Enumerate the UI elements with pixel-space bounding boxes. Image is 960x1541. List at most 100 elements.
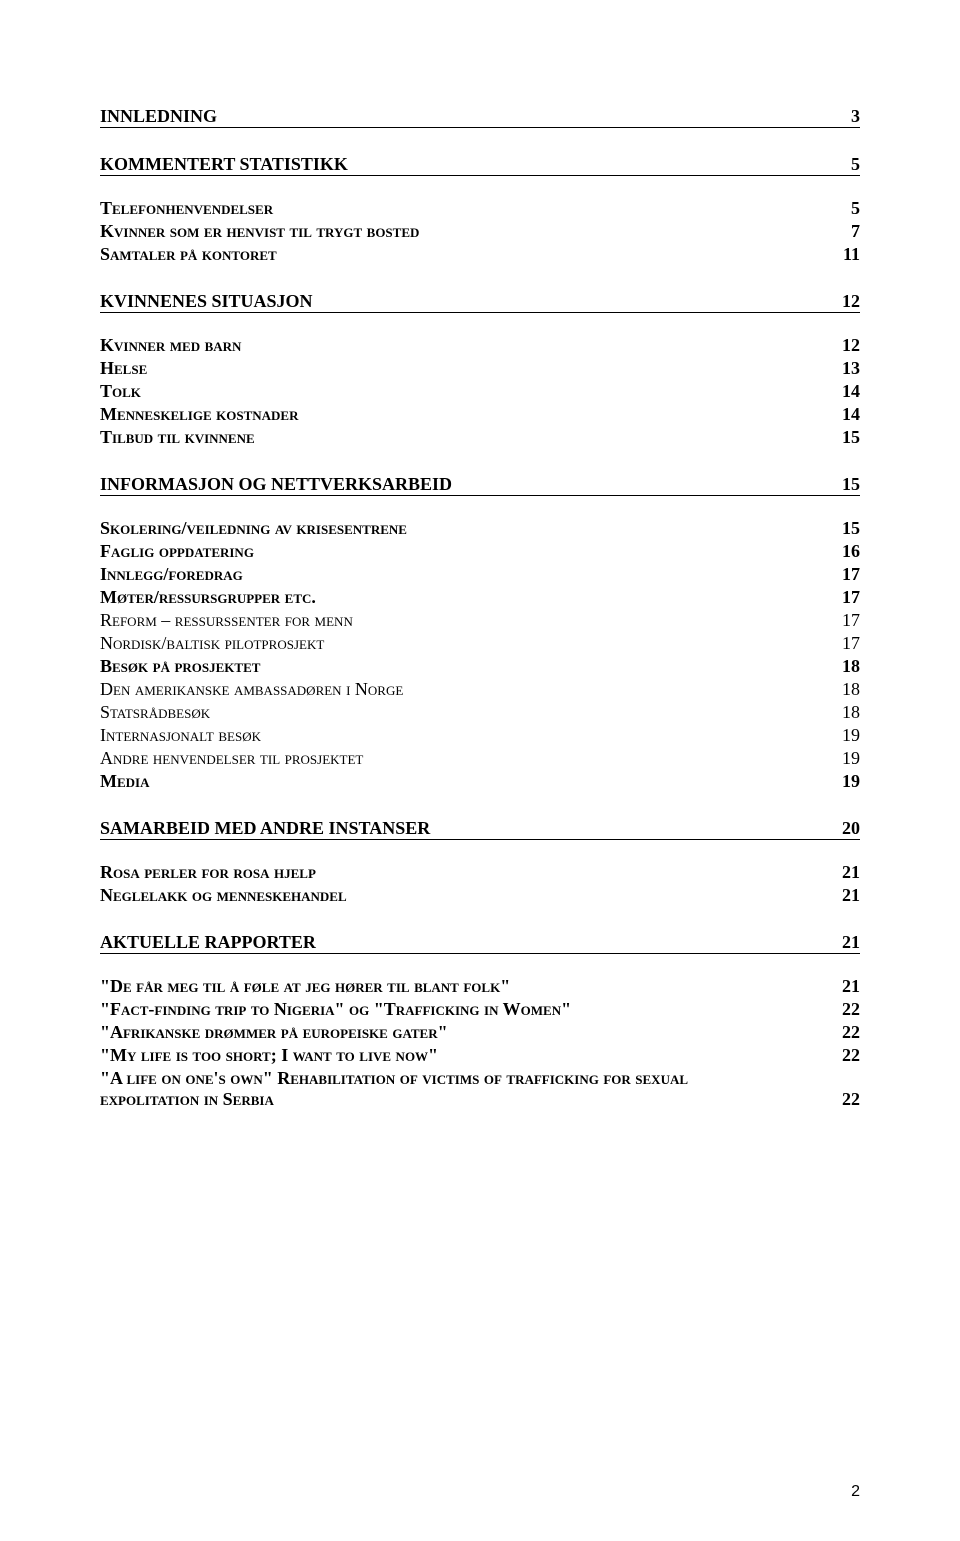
toc-page: 14 — [842, 404, 860, 425]
toc-page: 17 — [842, 633, 860, 654]
toc-kvinnenes: KVINNENES SITUASJON 12 — [100, 291, 860, 313]
toc-kvinner-barn: Kvinner med barn 12 — [100, 335, 860, 356]
toc-page: 5 — [851, 154, 860, 175]
toc-page: 12 — [842, 335, 860, 356]
toc-kvinner-henvist: Kvinner som er henvist til trygt bosted … — [100, 221, 860, 242]
toc-label: Faglig oppdatering — [100, 541, 830, 562]
toc-besok: Besøk på prosjektet 18 — [100, 656, 860, 677]
toc-tolk: Tolk 14 — [100, 381, 860, 402]
toc-page: 17 — [842, 610, 860, 631]
toc-page: 19 — [842, 725, 860, 746]
toc-a-life: "A life on one's own" Rehabilitation of … — [100, 1068, 860, 1110]
toc-andre-henv: Andre henvendelser til prosjektet 19 — [100, 748, 860, 769]
toc-label: "De får meg til å føle at jeg hører til … — [100, 976, 830, 997]
toc-page: 20 — [842, 818, 860, 839]
toc-page: 15 — [842, 518, 860, 539]
toc-page: 18 — [842, 679, 860, 700]
toc-label: Kvinner som er henvist til trygt bosted — [100, 221, 839, 242]
toc-label: KVINNENES SITUASJON — [100, 291, 830, 312]
toc-label: Rosa perler for rosa hjelp — [100, 862, 830, 883]
toc-media: Media 19 — [100, 771, 860, 792]
toc-page: 21 — [842, 932, 860, 953]
toc-page: 3 — [851, 106, 860, 127]
toc-de-far: "De får meg til å føle at jeg hører til … — [100, 976, 860, 997]
toc-reform: Reform – ressurssenter for menn 17 — [100, 610, 860, 631]
toc-page: 15 — [842, 427, 860, 448]
toc-label: AKTUELLE RAPPORTER — [100, 932, 830, 953]
toc-label: Møter/ressursgrupper etc. — [100, 587, 830, 608]
toc-page: 13 — [842, 358, 860, 379]
toc-label: Andre henvendelser til prosjektet — [100, 748, 830, 769]
toc-page: 22 — [842, 1045, 860, 1066]
toc-neglelakk: Neglelakk og menneskehandel 21 — [100, 885, 860, 906]
toc-page: 21 — [842, 862, 860, 883]
toc-label: Telefonhenvendelser — [100, 198, 839, 219]
toc-label: Samtaler på kontoret — [100, 244, 831, 265]
toc-page: 22 — [842, 1089, 860, 1110]
toc-label: Skolering/veiledning av krisesentrene — [100, 518, 830, 539]
toc-page: 22 — [842, 999, 860, 1020]
toc-page: 17 — [842, 564, 860, 585]
toc-my-life: "My life is too short; I want to live no… — [100, 1045, 860, 1066]
toc-aktuelle: AKTUELLE RAPPORTER 21 — [100, 932, 860, 954]
toc-page: 21 — [842, 976, 860, 997]
toc-skolering: Skolering/veiledning av krisesentrene 15 — [100, 518, 860, 539]
toc-label: INFORMASJON OG NETTVERKSARBEID — [100, 474, 830, 495]
toc-tilbud: Tilbud til kvinnene 15 — [100, 427, 860, 448]
toc-moter: Møter/ressursgrupper etc. 17 — [100, 587, 860, 608]
toc-label: Nordisk/baltisk pilotprosjekt — [100, 633, 830, 654]
toc-page: 12 — [842, 291, 860, 312]
toc-page: 18 — [842, 702, 860, 723]
toc-label: Menneskelige kostnader — [100, 404, 830, 425]
toc-label: Media — [100, 771, 830, 792]
toc-page: 19 — [842, 748, 860, 769]
toc-afrikanske: "Afrikanske drømmer på europeiske gater"… — [100, 1022, 860, 1043]
toc-innledning: INNLEDNING 3 — [100, 106, 860, 128]
toc-label: Internasjonalt besøk — [100, 725, 830, 746]
toc-innlegg: Innlegg/foredrag 17 — [100, 564, 860, 585]
page-number: 2 — [851, 1483, 860, 1501]
toc-label: Helse — [100, 358, 830, 379]
toc-page: 14 — [842, 381, 860, 402]
toc-telefon: Telefonhenvendelser 5 — [100, 198, 860, 219]
toc-rosa-perler: Rosa perler for rosa hjelp 21 — [100, 862, 860, 883]
page-container: INNLEDNING 3 KOMMENTERT STATISTIKK 5 Tel… — [0, 0, 960, 1541]
toc-fact-finding: "Fact-finding trip to Nigeria" og "Traff… — [100, 999, 860, 1020]
toc-page: 18 — [842, 656, 860, 677]
toc-label: Tolk — [100, 381, 830, 402]
toc-informasjon: INFORMASJON OG NETTVERKSARBEID 15 — [100, 474, 860, 496]
toc-helse: Helse 13 — [100, 358, 860, 379]
toc-page: 21 — [842, 885, 860, 906]
toc-label: Statsrådbesøk — [100, 702, 830, 723]
toc-label: KOMMENTERT STATISTIKK — [100, 154, 839, 175]
toc-label: "My life is too short; I want to live no… — [100, 1045, 830, 1066]
toc-page: 5 — [851, 198, 860, 219]
toc-label: "Fact-finding trip to Nigeria" og "Traff… — [100, 999, 830, 1020]
toc-label: Besøk på prosjektet — [100, 656, 830, 677]
toc-samarbeid: SAMARBEID MED ANDRE INSTANSER 20 — [100, 818, 860, 840]
toc-kommentert: KOMMENTERT STATISTIKK 5 — [100, 154, 860, 176]
toc-label: INNLEDNING — [100, 106, 839, 127]
toc-label: Den amerikanske ambassadøren i Norge — [100, 679, 830, 700]
toc-samtaler: Samtaler på kontoret 11 — [100, 244, 860, 265]
toc-label: expolitation in Serbia — [100, 1089, 830, 1110]
toc-label: Reform – ressurssenter for menn — [100, 610, 830, 631]
toc-page: 15 — [842, 474, 860, 495]
toc-label: Kvinner med barn — [100, 335, 830, 356]
toc-page: 17 — [842, 587, 860, 608]
toc-label: "A life on one's own" Rehabilitation of … — [100, 1068, 860, 1089]
toc-page: 7 — [851, 221, 860, 242]
toc-page: 11 — [843, 244, 860, 265]
toc-page: 16 — [842, 541, 860, 562]
toc-ambassador: Den amerikanske ambassadøren i Norge 18 — [100, 679, 860, 700]
toc-label: Tilbud til kvinnene — [100, 427, 830, 448]
toc-label: "Afrikanske drømmer på europeiske gater" — [100, 1022, 830, 1043]
toc-faglig: Faglig oppdatering 16 — [100, 541, 860, 562]
toc-label: Neglelakk og menneskehandel — [100, 885, 830, 906]
toc-label: Innlegg/foredrag — [100, 564, 830, 585]
toc-statsrad: Statsrådbesøk 18 — [100, 702, 860, 723]
toc-nordisk: Nordisk/baltisk pilotprosjekt 17 — [100, 633, 860, 654]
toc-internasjonalt: Internasjonalt besøk 19 — [100, 725, 860, 746]
toc-menneskelige: Menneskelige kostnader 14 — [100, 404, 860, 425]
toc-page: 22 — [842, 1022, 860, 1043]
